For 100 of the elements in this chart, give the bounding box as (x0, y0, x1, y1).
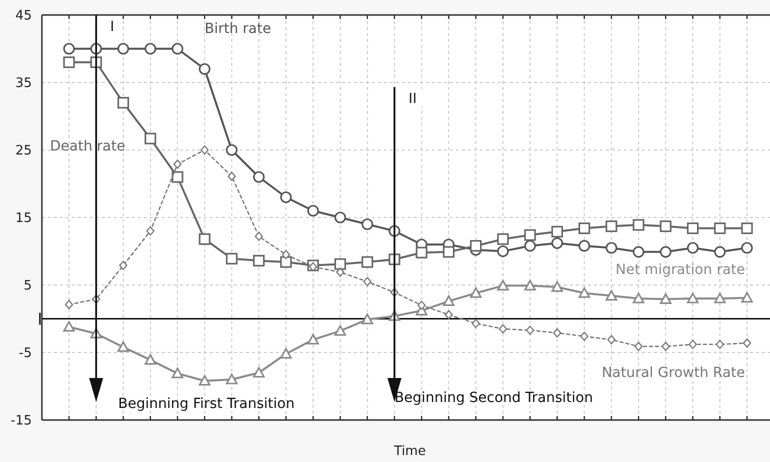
point (226, 374, 238, 384)
point (551, 226, 563, 238)
point (578, 222, 590, 234)
y-tick-label: 25 (15, 144, 32, 159)
point (686, 222, 699, 234)
point (470, 240, 482, 252)
point (716, 340, 724, 349)
point (714, 222, 726, 234)
point (254, 232, 263, 241)
point (416, 246, 428, 258)
point (119, 260, 128, 270)
point (172, 42, 184, 55)
point (200, 145, 209, 155)
point (63, 56, 75, 68)
point (63, 42, 75, 55)
point (741, 292, 753, 303)
point (228, 172, 236, 181)
point (714, 292, 726, 304)
point (660, 246, 672, 258)
y-tick-label: 5 (24, 278, 32, 294)
y-tick-label: -15 (10, 414, 32, 429)
point (632, 292, 644, 304)
point (498, 324, 508, 334)
point (144, 42, 156, 55)
point (117, 42, 130, 55)
point (117, 96, 130, 109)
point (144, 132, 156, 144)
point (497, 233, 509, 245)
point (524, 280, 536, 290)
point (662, 342, 670, 352)
point (362, 314, 374, 324)
point (553, 328, 562, 338)
point (63, 321, 75, 332)
point (497, 280, 509, 290)
point (334, 258, 346, 270)
point (336, 268, 344, 277)
point (280, 256, 292, 268)
point (309, 262, 318, 272)
point (146, 226, 154, 236)
x-axis-title: Time (393, 444, 426, 459)
point (688, 340, 697, 349)
point (442, 246, 454, 258)
point (282, 250, 290, 260)
point (173, 160, 182, 169)
point (280, 348, 292, 359)
series-label: Death rate (50, 138, 126, 154)
point (524, 229, 536, 241)
point (551, 281, 563, 292)
point (660, 293, 672, 304)
point (363, 277, 372, 286)
point (144, 354, 156, 365)
point (198, 233, 210, 245)
point (607, 335, 616, 344)
point (742, 338, 752, 348)
point (417, 300, 426, 310)
point (580, 332, 588, 341)
y-tick-label: -5 (18, 346, 32, 362)
point (714, 246, 726, 258)
point (334, 325, 346, 336)
annotation: Beginning Second Transition (394, 390, 593, 406)
annotation: I (110, 19, 114, 35)
point (606, 220, 618, 232)
point (606, 242, 618, 254)
point (632, 219, 644, 231)
point (578, 240, 590, 252)
y-tick-label: 35 (15, 76, 32, 92)
series-label: Natural Growth Rate (602, 365, 746, 382)
point (117, 341, 130, 352)
point (362, 218, 374, 230)
point (578, 287, 590, 298)
annotation: II (408, 91, 417, 107)
point (442, 295, 454, 306)
point (198, 375, 210, 386)
point (660, 220, 672, 232)
point (634, 342, 643, 352)
point (686, 292, 699, 304)
point (64, 300, 74, 310)
point (172, 368, 184, 378)
series-label: Net migration rate (616, 262, 746, 278)
point (686, 242, 699, 254)
point (497, 245, 509, 258)
point (226, 252, 238, 264)
point (172, 171, 184, 183)
series-label: Birth rate (204, 21, 272, 37)
y-tick-label: 15 (15, 211, 32, 226)
point (524, 240, 536, 252)
point (362, 256, 374, 268)
point (307, 334, 319, 344)
point (444, 310, 453, 320)
point (470, 287, 482, 298)
point (334, 212, 346, 224)
point (606, 290, 618, 301)
point (551, 237, 563, 249)
point (741, 242, 753, 254)
point (198, 63, 210, 75)
y-tick-label: 45 (15, 8, 32, 24)
point (280, 191, 292, 204)
point (526, 326, 534, 335)
point (253, 366, 265, 378)
annotation: Beginning First Transition (118, 396, 295, 412)
